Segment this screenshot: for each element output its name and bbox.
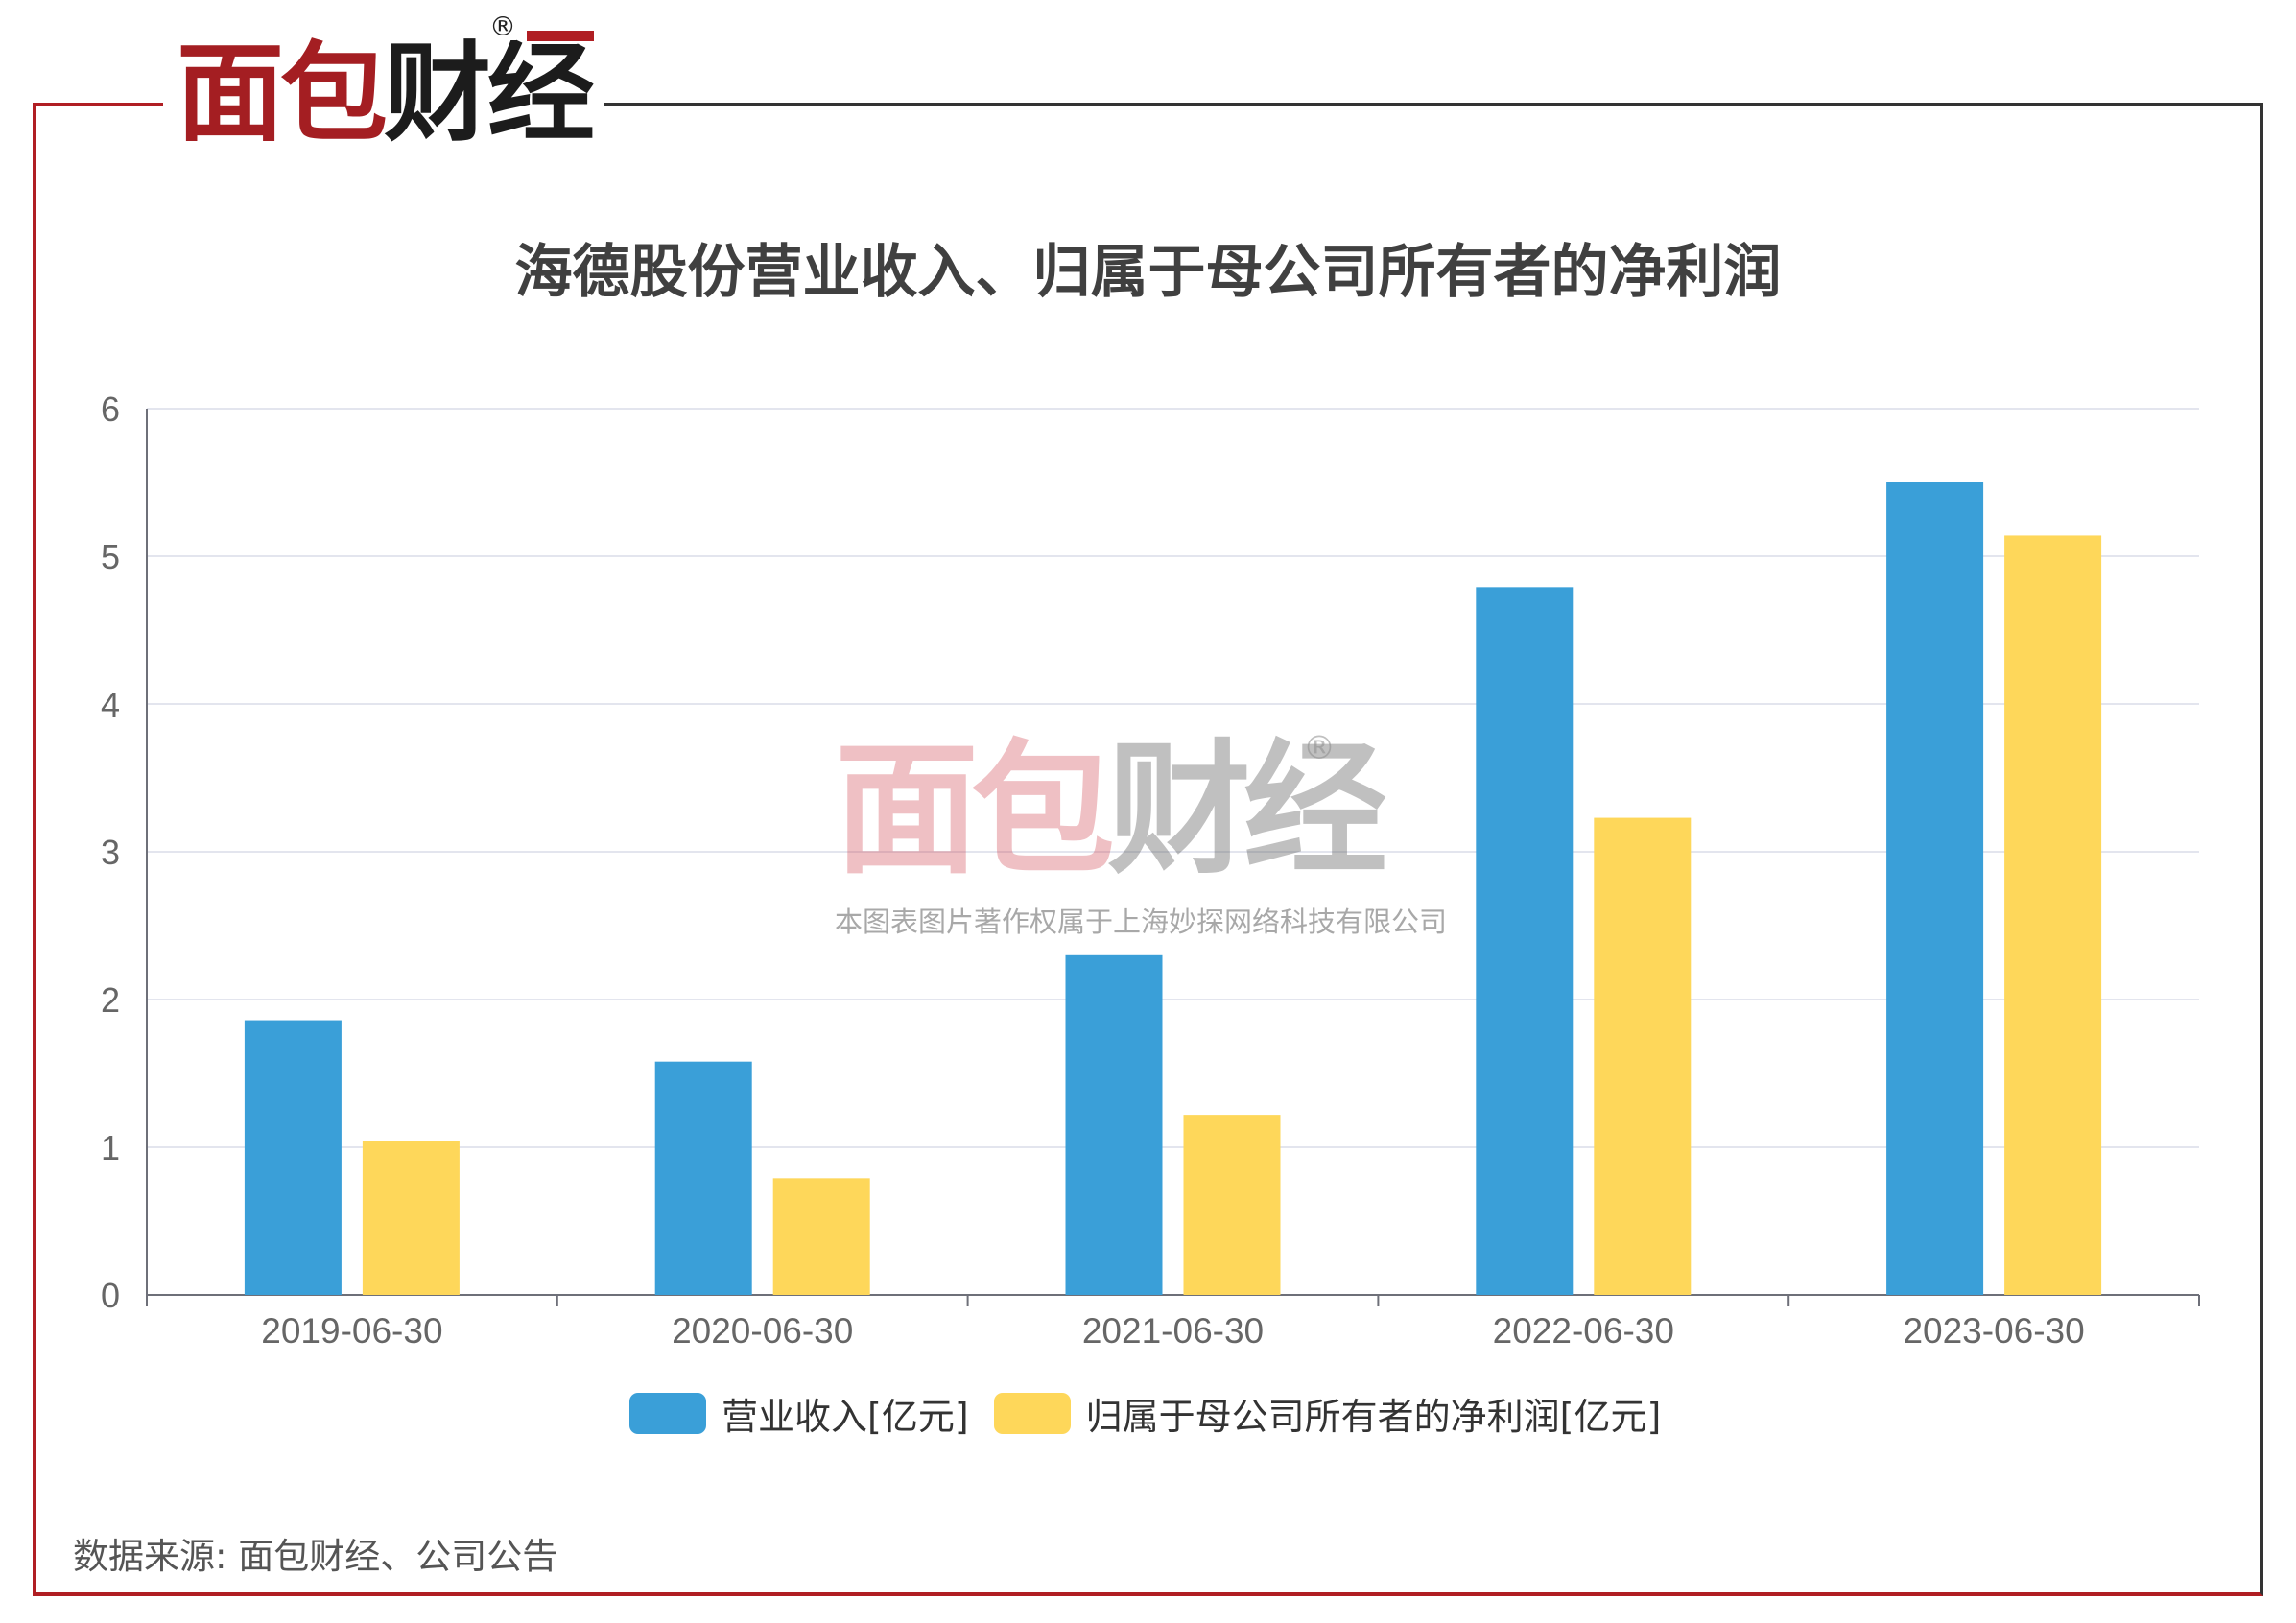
bar-revenue bbox=[1476, 587, 1574, 1295]
legend-swatch-net-profit bbox=[993, 1392, 1071, 1434]
x-tick-label: 2019-06-30 bbox=[261, 1311, 442, 1351]
legend-swatch-revenue bbox=[629, 1392, 706, 1434]
y-tick-label: 3 bbox=[101, 833, 120, 872]
bar-net-profit bbox=[1183, 1115, 1281, 1295]
x-tick-label: 2020-06-30 bbox=[672, 1311, 853, 1351]
brand-logo: 面包 财经 bbox=[163, 27, 604, 161]
logo-text-part2: 财经 bbox=[384, 32, 595, 156]
bar-net-profit bbox=[772, 1178, 870, 1295]
logo-accent-bar bbox=[527, 31, 594, 41]
logo-registered-mark: ® bbox=[489, 11, 516, 42]
y-tick-label: 2 bbox=[101, 980, 120, 1020]
bar-net-profit bbox=[1594, 817, 1692, 1295]
x-tick-label: 2022-06-30 bbox=[1493, 1311, 1674, 1351]
chart-title: 海德股份营业收入、归属于母公司所有者的净利润 bbox=[514, 239, 1782, 306]
frame-top-left-accent bbox=[33, 103, 177, 106]
bar-revenue bbox=[1886, 482, 1984, 1295]
y-tick-label: 4 bbox=[101, 685, 120, 724]
legend-label-revenue: 营业收入[亿元] bbox=[722, 1395, 969, 1438]
bar-revenue bbox=[1065, 954, 1163, 1295]
x-tick-label: 2023-06-30 bbox=[1903, 1311, 2084, 1351]
legend-label-net-profit: 归属于母公司所有者的净利润[亿元] bbox=[1085, 1395, 1662, 1438]
y-tick-label: 1 bbox=[101, 1128, 120, 1167]
bar-revenue bbox=[654, 1061, 752, 1295]
bar-net-profit bbox=[362, 1141, 460, 1295]
legend-item-net-profit[interactable]: 归属于母公司所有者的净利润[亿元] bbox=[993, 1387, 1662, 1440]
bar-net-profit bbox=[2004, 535, 2102, 1295]
data-source-note: 数据来源: 面包财经、公司公告 bbox=[73, 1536, 558, 1577]
x-tick-label: 2021-06-30 bbox=[1082, 1311, 1264, 1351]
legend-item-revenue[interactable]: 营业收入[亿元] bbox=[629, 1387, 969, 1440]
bar-revenue bbox=[244, 1020, 342, 1295]
chart-legend: 营业收入[亿元] 归属于母公司所有者的净利润[亿元] bbox=[629, 1391, 1661, 1438]
y-tick-label: 6 bbox=[101, 389, 120, 429]
logo-text-part1: 面包 bbox=[177, 32, 388, 156]
y-tick-label: 5 bbox=[101, 537, 120, 576]
chart-frame bbox=[33, 103, 2263, 1596]
y-tick-label: 0 bbox=[101, 1276, 120, 1315]
